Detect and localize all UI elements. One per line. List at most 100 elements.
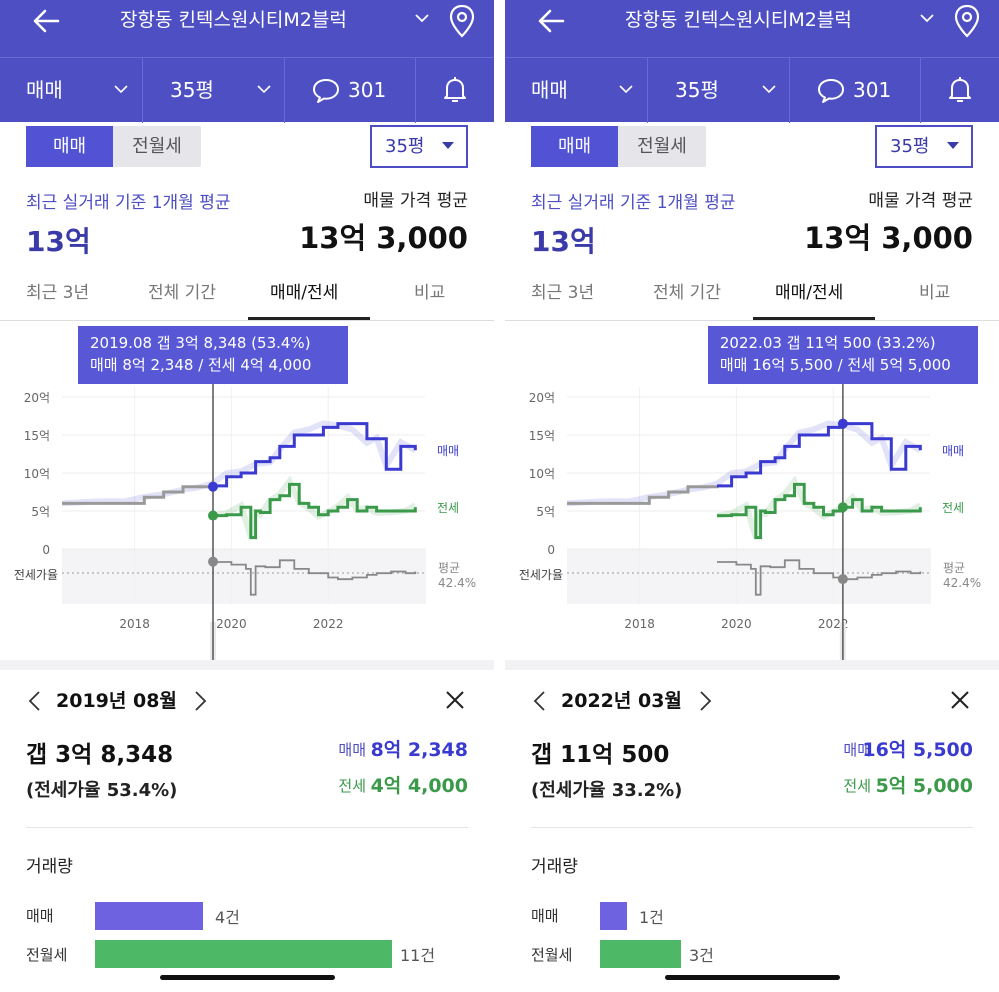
x-tick-label: 2020 [721, 617, 752, 631]
back-arrow-icon[interactable] [30, 4, 64, 38]
trade-series-label: 매매 [437, 444, 459, 458]
area-selector[interactable]: 35평 [648, 58, 790, 123]
gap-amount: 갭 3억 8,348 [26, 742, 174, 768]
chevron-down-icon [257, 85, 271, 94]
trade-rent-toggle: 매매 전월세 [531, 126, 706, 167]
notification-button[interactable] [921, 58, 999, 123]
area-dropdown[interactable]: 35평 [370, 125, 468, 168]
toggle-rent[interactable]: 전월세 [637, 136, 687, 157]
tab-trade-jeonse[interactable]: 매매/전세 [270, 283, 339, 303]
x-tick-label: 2018 [119, 617, 150, 631]
y-tick-label: 0 [42, 543, 50, 557]
y-tick-label: 5억 [31, 505, 50, 519]
caret-down-icon [442, 142, 454, 149]
detail-trade-label: 매매 [843, 741, 871, 759]
tab-trade-jeonse[interactable]: 매매/전세 [775, 283, 844, 303]
detail-jeonse-value: 4억 4,000 [370, 775, 468, 797]
section-divider [0, 660, 494, 670]
back-arrow-icon[interactable] [535, 4, 569, 38]
price-chart[interactable]: 20억 15억 10억 5억 0 2018 2020 2022 전세가율 평균 42.4% 매매 전세 … [505, 322, 999, 660]
chevron-down-icon[interactable] [414, 10, 430, 26]
toggle-trade[interactable]: 매매 [531, 126, 618, 167]
comments-button[interactable]: 301 [790, 58, 921, 123]
tab-compare[interactable]: 비교 [414, 283, 446, 303]
chevron-left-icon[interactable] [532, 690, 546, 712]
area-label: 35평 [675, 78, 719, 102]
x-tick-label: 2018 [624, 617, 655, 631]
complex-title[interactable]: 장항동 킨텍스원시티M2블럭 [625, 9, 852, 31]
chevron-down-icon [619, 85, 633, 94]
toggle-trade[interactable]: 매매 [26, 126, 113, 167]
y-tick-label: 15억 [24, 429, 50, 443]
volume-rent-bar [95, 940, 392, 968]
tooltip-line2: 매매 16억 5,500 / 전세 5억 5,000 [719, 356, 951, 374]
caret-down-icon [947, 142, 959, 149]
detail-trade-value: 8억 2,348 [370, 739, 468, 761]
complex-title[interactable]: 장항동 킨텍스원시티M2블럭 [120, 9, 347, 31]
volume-trade-count: 1건 [639, 908, 664, 927]
section-divider [505, 660, 999, 670]
notification-button[interactable] [416, 58, 494, 123]
area-label: 35평 [170, 78, 214, 102]
toggle-rent[interactable]: 전월세 [132, 136, 182, 157]
ratio-series-line [717, 559, 922, 596]
chevron-down-icon [114, 85, 128, 94]
home-indicator [665, 975, 840, 980]
bell-icon [949, 77, 971, 102]
area-selector[interactable]: 35평 [143, 58, 285, 123]
volume-title: 거래량 [26, 857, 73, 877]
volume-rent-label: 전월세 [531, 946, 573, 964]
tab-all-period[interactable]: 전체 기간 [148, 283, 216, 303]
volume-rent-bar [600, 940, 681, 968]
home-indicator [160, 975, 335, 980]
phone-screen-right: 장항동 킨텍스원시티M2블럭 매매 35평 301 [505, 0, 999, 992]
cursor-jeonse-point [208, 510, 219, 521]
filter-row: 매매 35평 301 [0, 57, 494, 123]
tab-recent-3y[interactable]: 최근 3년 [26, 283, 90, 303]
cursor-trade-point [837, 418, 848, 429]
detail-jeonse-label: 전세 [338, 777, 366, 795]
ratio-series-line [212, 559, 417, 596]
ratio-axis-label: 전세가율 [519, 568, 563, 582]
jeonse-series-line [717, 482, 922, 540]
comments-button[interactable]: 301 [285, 58, 416, 123]
area-dropdown[interactable]: 35평 [875, 125, 973, 168]
avg-ratio-label: 평균 [438, 561, 460, 575]
trade-series-line-early [567, 485, 719, 505]
location-pin-icon[interactable] [448, 4, 476, 38]
comment-bubble-icon [818, 79, 844, 103]
volume-trade-bar [600, 902, 627, 930]
detail-trade-value: 16억 5,500 [862, 739, 973, 761]
deal-type-selector[interactable]: 매매 [505, 58, 648, 123]
volume-trade-label: 매매 [26, 907, 54, 925]
deal-type-selector[interactable]: 매매 [0, 58, 143, 123]
tab-compare[interactable]: 비교 [919, 283, 951, 303]
tooltip-line2: 매매 8억 2,348 / 전세 4억 4,000 [90, 356, 312, 374]
chevron-down-icon[interactable] [919, 10, 935, 26]
chevron-left-icon[interactable] [27, 690, 41, 712]
volume-trade-bar [95, 902, 203, 930]
chart-tooltip: 2022.03 갭 11억 500 (33.2%) 매매 16억 5,500 /… [707, 326, 978, 384]
tab-all-period[interactable]: 전체 기간 [653, 283, 721, 303]
detail-trade-label: 매매 [338, 741, 366, 759]
tab-recent-3y[interactable]: 최근 3년 [531, 283, 595, 303]
y-tick-label: 10억 [529, 467, 555, 481]
trade-rent-toggle: 매매 전월세 [26, 126, 201, 167]
chevron-right-icon[interactable] [194, 690, 208, 712]
volume-rent-count: 11건 [400, 946, 436, 965]
area-dropdown-value: 35평 [890, 136, 930, 157]
volume-title: 거래량 [531, 857, 578, 877]
ratio-band-bg [567, 549, 931, 604]
trade-series-line [717, 422, 922, 488]
chevron-right-icon[interactable] [699, 690, 713, 712]
screenshot-gap [494, 0, 505, 992]
price-chart[interactable]: 20억 15억 10억 5억 0 2018 2020 2022 전세가율 평균 42.4% 매매 전세 … [0, 322, 494, 660]
close-icon[interactable] [444, 689, 466, 711]
close-icon[interactable] [949, 689, 971, 711]
location-pin-icon[interactable] [953, 4, 981, 38]
jeonse-series-line [212, 482, 417, 540]
recent-avg-value: 13억 [531, 225, 596, 258]
y-tick-label: 20억 [24, 391, 50, 405]
